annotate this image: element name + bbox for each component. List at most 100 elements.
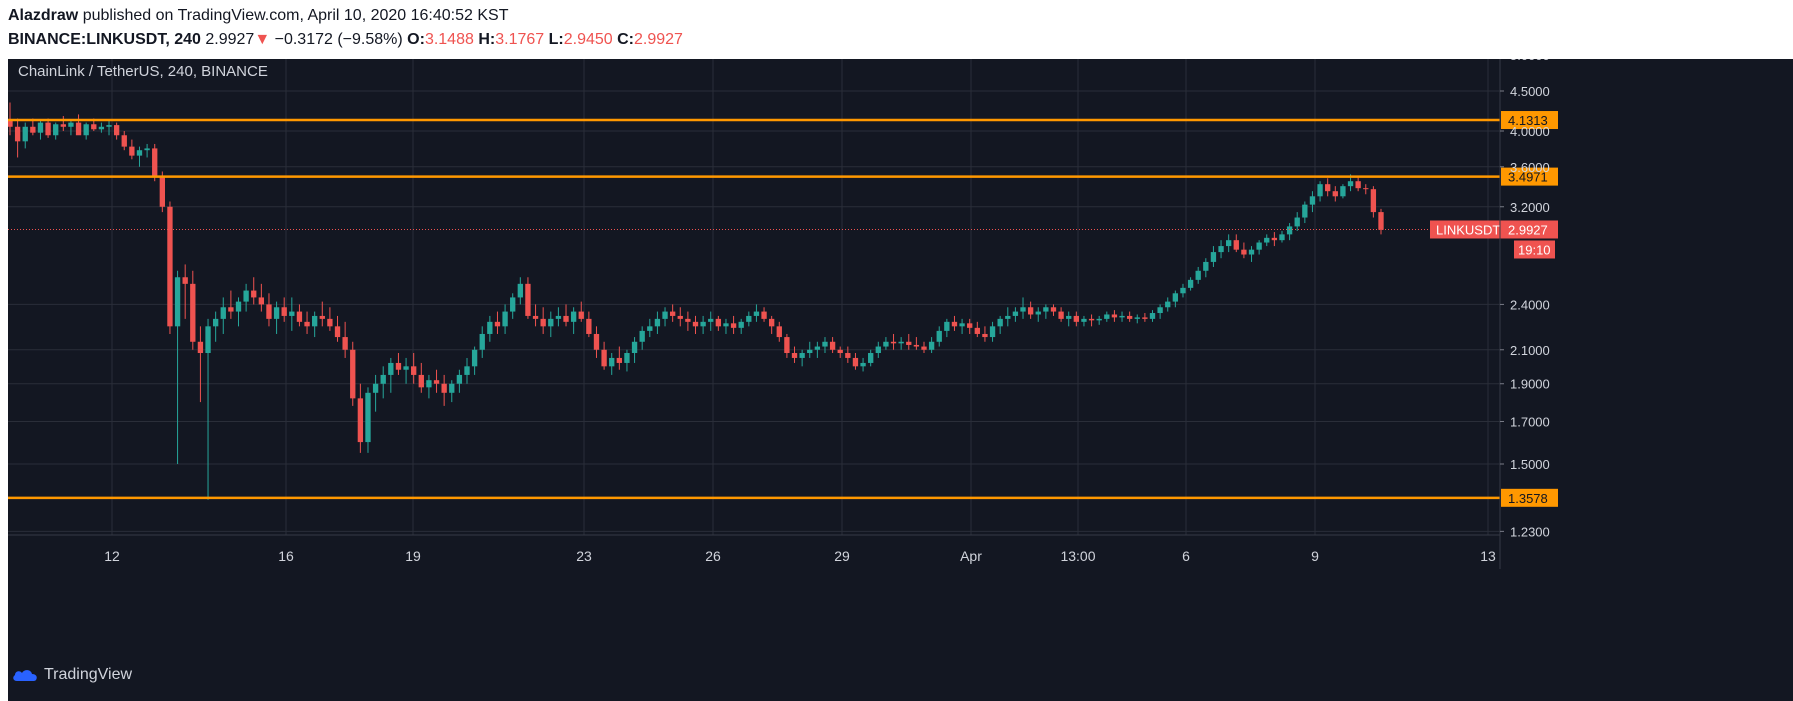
candle <box>1134 314 1140 324</box>
candle <box>1096 315 1102 325</box>
candle <box>609 353 615 375</box>
candle <box>1104 311 1110 322</box>
tradingview-logo[interactable]: TradingView <box>12 666 132 684</box>
candle <box>494 311 501 334</box>
grid <box>8 59 1500 535</box>
candle <box>1340 184 1346 199</box>
candle <box>266 293 272 327</box>
candle <box>791 346 798 363</box>
candle <box>829 337 836 354</box>
candle <box>220 297 226 334</box>
candle <box>997 315 1003 334</box>
candle <box>1248 246 1255 262</box>
low-label: L: <box>548 31 564 48</box>
tradingview-cloud-icon <box>13 670 37 681</box>
candle <box>1195 266 1201 284</box>
candle <box>22 122 28 149</box>
symbol-name: BINANCE:LINKUSDT, 240 <box>8 31 201 48</box>
candle <box>1035 307 1041 322</box>
candle <box>860 357 866 372</box>
candle <box>1157 304 1163 319</box>
candle <box>1081 315 1087 327</box>
x-tick-label: 12 <box>104 548 120 564</box>
candle <box>730 315 737 334</box>
x-tick-label: 9 <box>1311 548 1319 564</box>
x-tick-label: 19 <box>405 548 421 564</box>
candle <box>251 277 257 305</box>
chart-title: ChainLink / TetherUS, 240, BINANCE <box>18 63 268 80</box>
candle <box>868 349 874 367</box>
symbol-tag: LINKUSDT <box>1436 222 1500 237</box>
candle <box>951 315 958 331</box>
candle <box>959 318 965 334</box>
candle <box>1317 181 1323 202</box>
candle <box>273 301 280 334</box>
candle <box>403 357 409 384</box>
candle <box>83 122 89 140</box>
candle <box>243 283 249 312</box>
candle <box>700 315 706 334</box>
candle <box>936 326 942 347</box>
candle <box>30 118 36 136</box>
high-label: H: <box>478 31 496 48</box>
candle <box>1332 186 1338 202</box>
candle <box>510 293 516 319</box>
open-label: O: <box>407 31 425 48</box>
candle <box>1286 223 1293 241</box>
candle <box>837 346 843 358</box>
candle <box>654 311 661 334</box>
candle <box>1218 240 1224 259</box>
chart-area[interactable]: 4.1313 3.4971 1.3578 LINKUSDT 2.9927 19:10 5.… <box>8 59 1793 701</box>
candle <box>631 337 638 363</box>
candle <box>258 283 265 312</box>
author-name[interactable]: Alazdraw <box>8 7 79 24</box>
candle <box>129 139 135 160</box>
candle <box>1088 314 1095 327</box>
candle <box>677 307 683 327</box>
candle <box>1005 307 1011 327</box>
candle <box>967 318 973 334</box>
candle <box>738 318 744 334</box>
price-chart[interactable]: 4.1313 3.4971 1.3578 LINKUSDT 2.9927 19:10 5.… <box>8 59 1793 701</box>
axes[interactable]: 5.0000 4.5000 4.0000 3.6000 3.2000 2.4000 2.10… <box>8 59 1550 569</box>
symbol-tag-bg <box>1430 220 1501 239</box>
candle <box>1378 208 1384 235</box>
candle <box>1149 310 1156 322</box>
candle <box>304 311 310 334</box>
candle <box>799 349 805 367</box>
publish-info: Alazdraw published on TradingView.com, A… <box>8 6 508 26</box>
candle <box>411 353 417 384</box>
x-tick-label: 16 <box>278 548 294 564</box>
y-tick-label: 1.9000 <box>1510 377 1550 392</box>
candle <box>471 346 478 375</box>
candle <box>388 357 394 393</box>
horizontal-levels[interactable]: 4.1313 3.4971 1.3578 LINKUSDT 2.9927 19:10 <box>8 111 1558 507</box>
candle <box>1043 304 1049 319</box>
candle <box>647 318 653 338</box>
candle <box>540 307 546 334</box>
candle <box>1012 307 1019 322</box>
candle <box>281 297 287 322</box>
candle <box>1271 232 1278 247</box>
candle <box>357 383 364 453</box>
candle <box>1233 234 1239 253</box>
level-label: 1.3578 <box>1508 491 1548 506</box>
candle <box>441 374 447 406</box>
candle <box>502 304 508 334</box>
candle <box>875 341 881 358</box>
level-label: 4.1313 <box>1508 113 1548 128</box>
candle <box>944 318 950 338</box>
candle <box>174 270 181 464</box>
candle <box>113 122 120 140</box>
candle <box>723 318 729 334</box>
close-value: 2.9927 <box>634 31 683 48</box>
candle <box>593 326 600 358</box>
x-tick-label: Apr <box>960 548 982 564</box>
candle <box>479 326 485 358</box>
candle <box>190 270 196 350</box>
y-tick-label: 4.5000 <box>1510 84 1550 99</box>
candle <box>1294 212 1300 231</box>
candle <box>974 321 980 338</box>
candle <box>1027 301 1034 319</box>
candle <box>289 297 295 331</box>
